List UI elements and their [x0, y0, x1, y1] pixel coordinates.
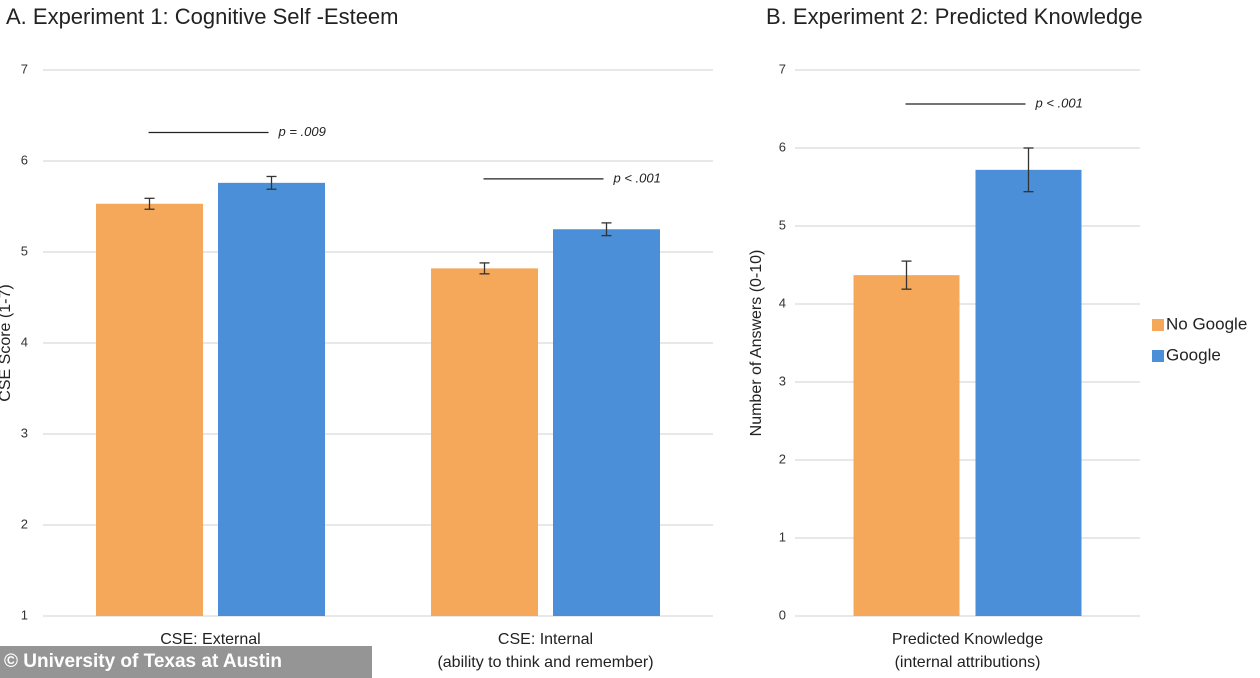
bar — [553, 229, 660, 616]
error-bar — [144, 197, 155, 210]
y-tick-label: 7 — [779, 61, 786, 76]
y-tick-label: 4 — [779, 295, 786, 310]
error-bar — [266, 175, 277, 190]
bar — [853, 275, 960, 616]
y-tick-label: 6 — [21, 152, 28, 167]
y-tick-label: 5 — [21, 243, 28, 258]
watermark: © University of Texas at Austin — [4, 651, 282, 672]
y-tick-label: 1 — [21, 607, 28, 622]
legend-label: Google — [1166, 345, 1221, 364]
bar — [96, 203, 203, 616]
watermark-bg — [0, 646, 372, 678]
y-tick-label: 4 — [21, 334, 28, 349]
bar — [431, 268, 538, 616]
chart-title: A. Experiment 1: Cognitive Self -Esteem — [6, 4, 399, 29]
y-tick-label: 2 — [21, 516, 28, 531]
y-tick-label: 2 — [779, 451, 786, 466]
bar — [975, 169, 1082, 616]
y-tick-label: 6 — [779, 139, 786, 154]
significance-label: p < .001 — [1035, 95, 1083, 110]
significance-label: p < .001 — [613, 170, 661, 185]
error-bar — [601, 222, 612, 237]
x-tick-label: CSE: External — [160, 631, 260, 648]
legend-label: No Google — [1166, 314, 1247, 333]
legend-swatch — [1152, 319, 1164, 331]
x-tick-label: Predicted Knowledge — [892, 631, 1043, 648]
y-tick-label: 1 — [779, 529, 786, 544]
y-axis-label: Number of Answers (0-10) — [748, 250, 765, 437]
significance-label: p = .009 — [278, 124, 326, 139]
y-axis-label: CSE Score (1-7) — [0, 284, 14, 401]
error-bar — [479, 262, 490, 275]
legend-swatch — [1152, 350, 1164, 362]
error-bar — [1023, 147, 1034, 193]
y-tick-label: 7 — [21, 61, 28, 76]
y-tick-label: 3 — [779, 373, 786, 388]
y-tick-label: 3 — [21, 425, 28, 440]
y-tick-label: 0 — [779, 607, 786, 622]
bar — [218, 182, 325, 616]
y-tick-label: 5 — [779, 217, 786, 232]
x-tick-sublabel: (internal attributions) — [895, 654, 1041, 671]
x-tick-sublabel: (ability to think and remember) — [437, 654, 653, 671]
chart-title: B. Experiment 2: Predicted Knowledge — [766, 4, 1143, 29]
x-tick-label: CSE: Internal — [498, 631, 593, 648]
error-bar — [901, 260, 912, 290]
